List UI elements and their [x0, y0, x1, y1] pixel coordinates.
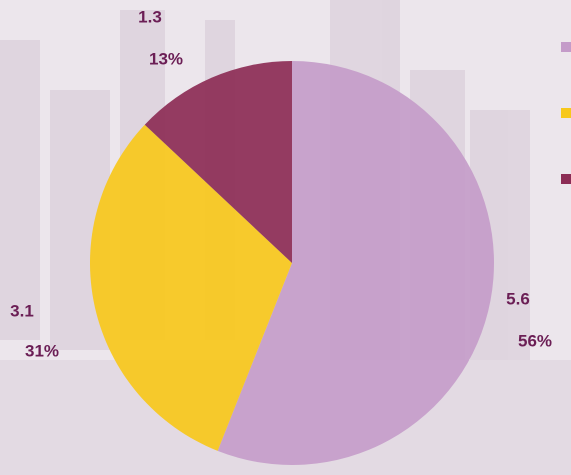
data-labels: 5.6 56% 3.1 31% 1.3 13%: [10, 7, 552, 360]
legend-swatch: [561, 108, 571, 118]
pie-slice: [144, 61, 292, 263]
pie-slice: [217, 61, 494, 465]
legend-swatch: [561, 174, 571, 184]
value-label: 1.3: [138, 7, 162, 26]
value-label: 5.6: [506, 289, 530, 308]
percent-label: 56%: [518, 331, 552, 350]
legend: [561, 42, 571, 184]
pie: [89, 61, 494, 465]
percent-label: 31%: [25, 341, 59, 360]
percent-label: 13%: [149, 49, 183, 68]
pie-slice: [89, 124, 292, 451]
value-label: 3.1: [10, 301, 34, 320]
legend-swatch: [561, 42, 571, 52]
